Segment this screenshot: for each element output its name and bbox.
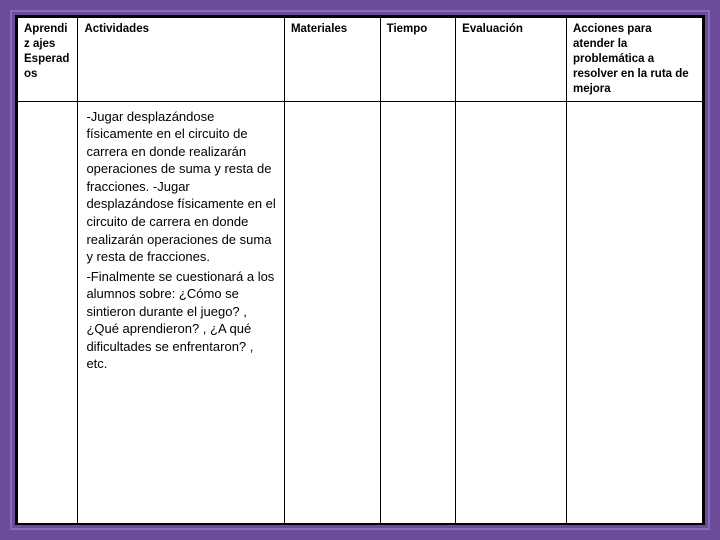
header-aprendizajes: Aprendiz ajes Esperad os xyxy=(18,18,78,102)
table-header-row: Aprendiz ajes Esperad os Actividades Mat… xyxy=(18,18,703,102)
header-actividades: Actividades xyxy=(78,18,285,102)
table-container: Aprendiz ajes Esperad os Actividades Mat… xyxy=(15,15,705,525)
actividades-paragraph-1: -Jugar desplazándose físicamente en el c… xyxy=(86,108,276,266)
header-acciones: Acciones para atender la problemática a … xyxy=(566,18,702,102)
cell-actividades: -Jugar desplazándose físicamente en el c… xyxy=(78,101,285,525)
actividades-paragraph-2: -Finalmente se cuestionará a los alumnos… xyxy=(86,268,276,373)
cell-tiempo xyxy=(380,101,456,525)
header-materiales: Materiales xyxy=(284,18,380,102)
cell-aprendizajes xyxy=(18,101,78,525)
cell-materiales xyxy=(284,101,380,525)
cell-acciones xyxy=(566,101,702,525)
planning-table: Aprendiz ajes Esperad os Actividades Mat… xyxy=(17,17,703,525)
header-evaluacion: Evaluación xyxy=(456,18,567,102)
cell-evaluacion xyxy=(456,101,567,525)
table-row: -Jugar desplazándose físicamente en el c… xyxy=(18,101,703,525)
outer-frame: Aprendiz ajes Esperad os Actividades Mat… xyxy=(10,10,710,530)
header-tiempo: Tiempo xyxy=(380,18,456,102)
